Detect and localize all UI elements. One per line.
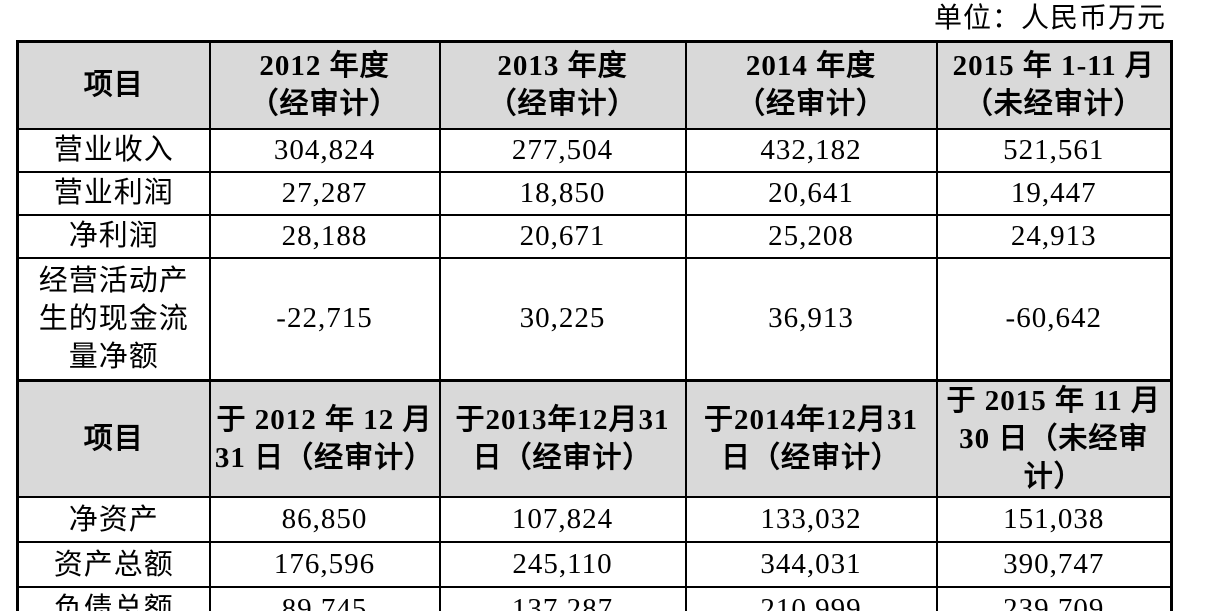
header-line: 于2013年12月31 bbox=[455, 404, 670, 436]
header-item-column: 项目 bbox=[16, 379, 211, 498]
cell-value: 28,188 bbox=[208, 213, 441, 259]
cell-value: 20,671 bbox=[438, 213, 687, 259]
row-net-assets: 净资产 86,850 107,824 133,032 151,038 bbox=[16, 496, 1173, 543]
cell-value: 86,850 bbox=[208, 496, 441, 543]
cell-value: 27,287 bbox=[208, 170, 441, 216]
cell-value: 36,913 bbox=[684, 256, 938, 382]
header-line: （未经审计） bbox=[963, 88, 1144, 121]
header-line: （经审计） bbox=[735, 88, 886, 121]
row-label: 经营活动产生的现金流量净额 bbox=[16, 256, 211, 382]
balance-sheet-header-row: 项目 于 2012 年 12 月 31 日（经审计） 于2013年12月31 日… bbox=[16, 379, 1173, 498]
header-2014-12-31: 于2014年12月31 日（经审计） bbox=[684, 379, 938, 498]
header-2015-11-30: 于 2015 年 11 月 30 日（未经审计） bbox=[935, 379, 1173, 498]
header-2013-12-31: 于2013年12月31 日（经审计） bbox=[438, 379, 687, 498]
cell-value: 107,824 bbox=[438, 496, 687, 543]
cell-value: 151,038 bbox=[935, 496, 1173, 543]
header-line: 项目 bbox=[83, 423, 144, 455]
header-line: 2012 年度 bbox=[259, 50, 390, 83]
cell-value: 30,225 bbox=[438, 256, 687, 382]
row-label: 营业利润 bbox=[16, 170, 211, 216]
row-operating-revenue: 营业收入 304,824 277,504 432,182 521,561 bbox=[16, 127, 1173, 173]
cell-value: 25,208 bbox=[684, 213, 938, 259]
income-statement-header-row: 项目 2012 年度 （经审计） 2013 年度 （经审计） 2014 年度 （… bbox=[16, 40, 1173, 130]
header-line: （经审计） bbox=[487, 88, 638, 121]
header-2014-annual: 2014 年度 （经审计） bbox=[684, 40, 938, 130]
header-line: 30 日（未经审计） bbox=[959, 423, 1149, 493]
header-line: 日（经审计） bbox=[720, 442, 901, 474]
row-total-assets: 资产总额 176,596 245,110 344,031 390,747 bbox=[16, 541, 1173, 588]
header-line: 于 2012 年 12 月 bbox=[216, 404, 433, 436]
unit-label: 单位：人民币万元 bbox=[933, 3, 1166, 34]
cell-value: 18,850 bbox=[438, 170, 687, 216]
cell-value: 210,999 bbox=[684, 586, 938, 611]
row-label: 负债总额 bbox=[16, 586, 211, 611]
row-total-liabilities: 负债总额 89,745 137,287 210,999 239,709 bbox=[16, 586, 1173, 611]
cell-value: 521,561 bbox=[935, 127, 1173, 173]
row-label: 净资产 bbox=[16, 496, 211, 543]
header-line: 日（经审计） bbox=[472, 442, 653, 474]
cell-value: 304,824 bbox=[208, 127, 441, 173]
header-line: 31 日（经审计） bbox=[214, 442, 435, 474]
header-line: 于2014年12月31 bbox=[703, 404, 918, 436]
financial-summary-table: 项目 2012 年度 （经审计） 2013 年度 （经审计） 2014 年度 （… bbox=[16, 40, 1173, 611]
cell-value: 20,641 bbox=[684, 170, 938, 216]
cell-value: 137,287 bbox=[438, 586, 687, 611]
row-label: 营业收入 bbox=[16, 127, 211, 173]
cell-value: 133,032 bbox=[684, 496, 938, 543]
cell-value: 19,447 bbox=[935, 170, 1173, 216]
header-line: 2015 年 1-11 月 bbox=[952, 50, 1155, 83]
cell-value: -22,715 bbox=[208, 256, 441, 382]
row-net-profit: 净利润 28,188 20,671 25,208 24,913 bbox=[16, 213, 1173, 259]
header-line: （经审计） bbox=[249, 88, 400, 121]
row-label: 资产总额 bbox=[16, 541, 211, 588]
cell-value: -60,642 bbox=[935, 256, 1173, 382]
row-operating-cash-flow: 经营活动产生的现金流量净额 -22,715 30,225 36,913 -60,… bbox=[16, 256, 1173, 382]
header-2012-12-31: 于 2012 年 12 月 31 日（经审计） bbox=[208, 379, 441, 498]
cell-value: 176,596 bbox=[208, 541, 441, 588]
cell-value: 239,709 bbox=[935, 586, 1173, 611]
header-2013-annual: 2013 年度 （经审计） bbox=[438, 40, 687, 130]
cell-value: 89,745 bbox=[208, 586, 441, 611]
header-line: 2013 年度 bbox=[497, 50, 628, 83]
header-line: 于 2015 年 11 月 bbox=[946, 385, 1161, 417]
cell-value: 432,182 bbox=[684, 127, 938, 173]
header-line: 项目 bbox=[83, 69, 144, 102]
cell-value: 277,504 bbox=[438, 127, 687, 173]
row-operating-profit: 营业利润 27,287 18,850 20,641 19,447 bbox=[16, 170, 1173, 216]
header-2015-jan-nov: 2015 年 1-11 月 （未经审计） bbox=[935, 40, 1173, 130]
header-item-column: 项目 bbox=[16, 40, 211, 130]
header-2012-annual: 2012 年度 （经审计） bbox=[208, 40, 441, 130]
cell-value: 390,747 bbox=[935, 541, 1173, 588]
cell-value: 24,913 bbox=[935, 213, 1173, 259]
cell-value: 344,031 bbox=[684, 541, 938, 588]
row-label: 净利润 bbox=[16, 213, 211, 259]
cell-value: 245,110 bbox=[438, 541, 687, 588]
header-line: 2014 年度 bbox=[745, 50, 877, 83]
